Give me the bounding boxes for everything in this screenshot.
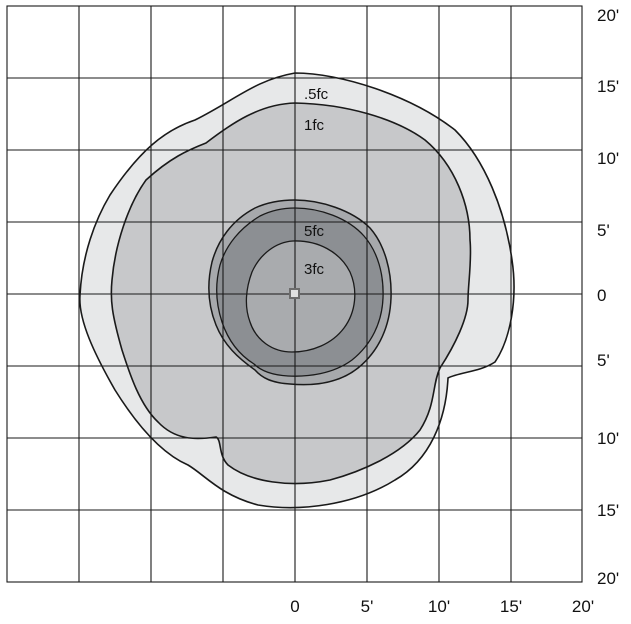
right-axis-label: 10' bbox=[597, 429, 619, 448]
bottom-axis-label: 20' bbox=[572, 597, 594, 616]
label-five-fc: 5fc bbox=[304, 223, 325, 240]
contour-3fc-core bbox=[245, 240, 356, 353]
bottom-axis-label: 15' bbox=[500, 597, 522, 616]
right-axis-label: 15' bbox=[597, 501, 619, 520]
right-axis-label: 20' bbox=[597, 6, 619, 25]
bottom-axis-label: 0 bbox=[290, 597, 299, 616]
right-axis-label: 5' bbox=[597, 221, 610, 240]
label-half-fc: .5fc bbox=[304, 86, 329, 103]
square-fixture-icon bbox=[289, 288, 300, 299]
right-axis-label: 0 bbox=[597, 286, 606, 305]
right-axis-label: 20' bbox=[597, 569, 619, 588]
bottom-axis-label: 5' bbox=[361, 597, 374, 616]
right-axis-label: 5' bbox=[597, 351, 610, 370]
right-axis-label: 15' bbox=[597, 77, 619, 96]
label-three-fc: 3fc bbox=[304, 261, 325, 278]
bottom-axis-label: 10' bbox=[428, 597, 450, 616]
bottom-axis: 0 5' 10' 15' 20' bbox=[290, 597, 594, 616]
right-axis: 20' 15' 10' 5' 0 5' 10' 15' 20' bbox=[597, 6, 619, 588]
right-axis-label: 10' bbox=[597, 149, 619, 168]
label-one-fc: 1fc bbox=[304, 117, 325, 134]
